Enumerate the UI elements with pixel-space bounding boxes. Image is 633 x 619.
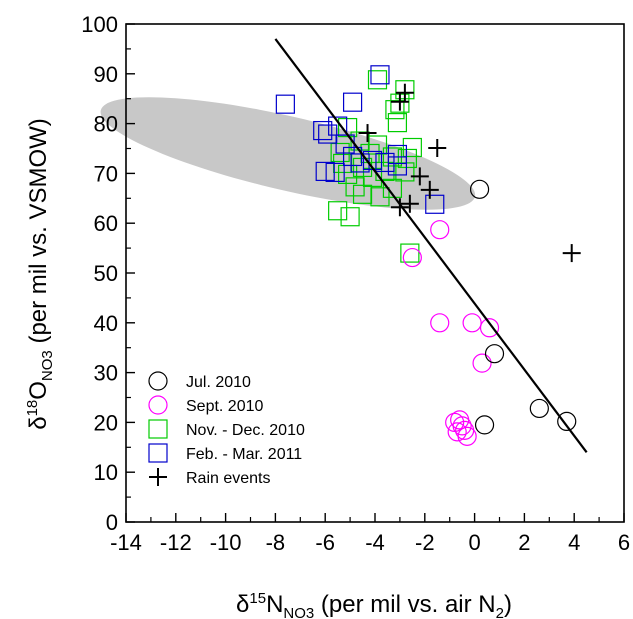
legend-marker bbox=[148, 371, 168, 391]
legend-label: Nov. - Dec. 2010 bbox=[186, 422, 305, 439]
y-tick-label: 50 bbox=[94, 261, 118, 286]
x-tick-label: -4 bbox=[365, 530, 385, 555]
data-point bbox=[469, 179, 490, 199]
x-tick-label: -8 bbox=[266, 530, 286, 555]
x-tick-label: 2 bbox=[518, 530, 530, 555]
y-axis-title: δ18ONO3 (per mil vs. VSMOW) bbox=[24, 118, 56, 430]
y-tick-label: 30 bbox=[94, 361, 118, 386]
data-point bbox=[402, 137, 422, 158]
data-point bbox=[529, 398, 549, 419]
legend-marker bbox=[148, 395, 168, 415]
data-point bbox=[367, 70, 388, 90]
x-tick-label: -12 bbox=[160, 530, 192, 555]
data-point bbox=[390, 198, 409, 217]
data-point bbox=[474, 415, 495, 435]
data-point bbox=[397, 148, 417, 169]
data-point bbox=[345, 177, 365, 197]
shaded-ellipse-region bbox=[100, 97, 476, 210]
data-point bbox=[479, 318, 500, 338]
regression-line bbox=[274, 38, 588, 453]
legend-item: Jul. 2010 bbox=[148, 371, 251, 391]
data-point bbox=[400, 194, 419, 213]
series-circle-0 bbox=[469, 179, 577, 435]
y-tick-label: 100 bbox=[81, 12, 118, 37]
data-point bbox=[395, 83, 414, 102]
legend-item: Nov. - Dec. 2010 bbox=[148, 419, 305, 439]
series-plus-4 bbox=[358, 83, 581, 263]
x-tick-label: -10 bbox=[210, 530, 242, 555]
y-tick-label: 70 bbox=[94, 161, 118, 186]
data-layer bbox=[274, 38, 588, 453]
data-point bbox=[402, 247, 422, 268]
data-point bbox=[410, 167, 429, 186]
series-square-3 bbox=[275, 65, 445, 214]
legend-label: Sept. 2010 bbox=[186, 398, 264, 415]
legend-label: Feb. - Mar. 2011 bbox=[186, 446, 302, 463]
x-tick-label: 0 bbox=[468, 530, 480, 555]
x-tick-label: 4 bbox=[568, 530, 580, 555]
data-point bbox=[557, 411, 577, 432]
data-point bbox=[385, 100, 405, 120]
legend-marker bbox=[148, 419, 168, 439]
data-point bbox=[420, 180, 439, 199]
y-tick-label: 60 bbox=[94, 211, 118, 236]
x-tick-label: -6 bbox=[315, 530, 335, 555]
legend-label: Rain events bbox=[186, 470, 271, 487]
data-point bbox=[275, 94, 295, 114]
x-tick-label: 6 bbox=[618, 530, 630, 555]
x-tick-label: -2 bbox=[415, 530, 435, 555]
y-tick-label: 20 bbox=[94, 410, 118, 435]
data-point bbox=[342, 146, 363, 167]
y-tick-label: 10 bbox=[94, 460, 118, 485]
data-point bbox=[400, 243, 420, 263]
y-tick-label: 80 bbox=[94, 112, 118, 137]
legend-marker bbox=[148, 443, 168, 463]
data-point bbox=[425, 194, 445, 214]
data-point bbox=[370, 65, 390, 85]
legend-item: Feb. - Mar. 2011 bbox=[148, 443, 302, 463]
data-point bbox=[390, 92, 409, 111]
data-point bbox=[452, 416, 472, 436]
data-point bbox=[472, 353, 492, 373]
data-point bbox=[387, 113, 408, 133]
data-point bbox=[325, 162, 345, 183]
y-tick-label: 0 bbox=[106, 510, 118, 535]
data-point bbox=[340, 207, 360, 227]
data-point bbox=[457, 426, 477, 446]
data-point bbox=[375, 152, 395, 173]
legend-item: Rain events bbox=[149, 468, 271, 487]
data-point bbox=[428, 139, 447, 158]
series-circle-1 bbox=[402, 220, 500, 446]
x-tick-label: -14 bbox=[110, 530, 142, 555]
data-point bbox=[358, 124, 377, 143]
data-point bbox=[430, 220, 450, 240]
axes-layer: -14 -12 -10 -8 -6 -4 -2 0 2 4 60102030405060708090… bbox=[81, 12, 630, 555]
data-point bbox=[318, 124, 338, 144]
data-point bbox=[484, 344, 505, 364]
data-point bbox=[313, 120, 333, 141]
data-point bbox=[462, 313, 482, 333]
data-point bbox=[387, 156, 408, 176]
y-tick-label: 90 bbox=[94, 62, 118, 87]
legend-label: Jul. 2010 bbox=[186, 374, 251, 391]
data-point bbox=[562, 244, 581, 263]
plot-background-layer bbox=[100, 97, 476, 210]
data-point bbox=[342, 92, 363, 112]
data-point bbox=[328, 201, 348, 221]
legend-item: Sept. 2010 bbox=[148, 395, 264, 415]
data-point bbox=[370, 187, 390, 207]
y-tick-label: 40 bbox=[94, 311, 118, 336]
x-axis-title: δ15NNO3 (per mil vs. air N2) bbox=[236, 590, 512, 619]
data-point bbox=[430, 313, 450, 333]
legend-marker bbox=[149, 468, 167, 486]
data-point bbox=[315, 161, 335, 182]
data-point bbox=[447, 422, 467, 442]
data-point bbox=[387, 144, 408, 165]
legend: Jul. 2010 Sept. 2010 Nov. - Dec. 2010 Feb. … bbox=[148, 371, 305, 487]
